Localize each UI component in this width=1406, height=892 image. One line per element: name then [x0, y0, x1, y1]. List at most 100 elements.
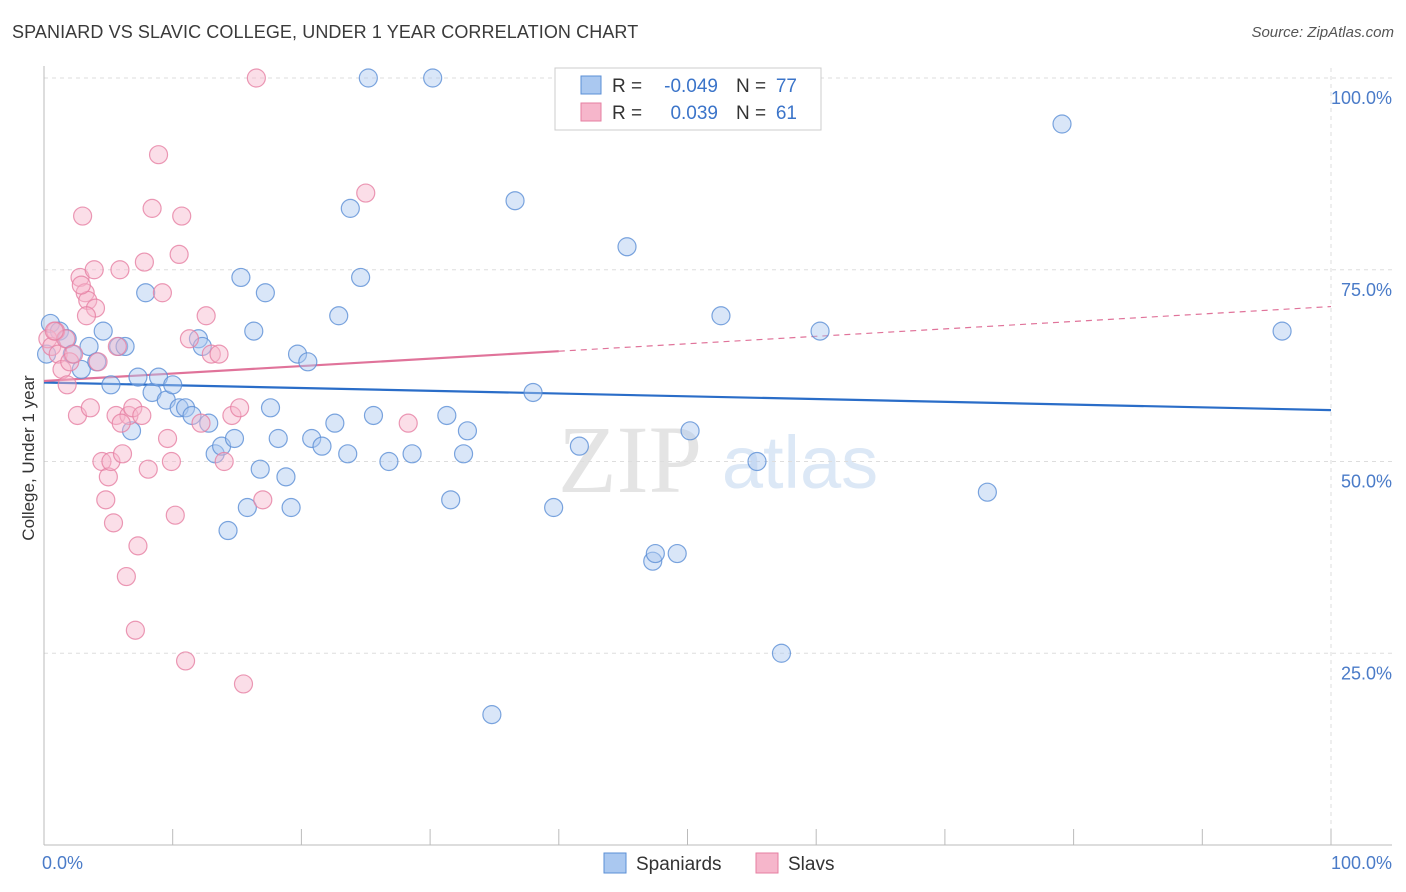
slavs-point-30 [134, 252, 154, 272]
legend-r-value-1: -0.049 [664, 76, 718, 97]
slavs-point-60 [107, 336, 127, 357]
spaniards-point-36 [276, 467, 296, 487]
spaniards-point-56 [482, 705, 502, 725]
spaniards-point-13 [128, 367, 148, 387]
slavs-trend-line-dashed [558, 305, 1332, 352]
spaniards-point-37 [281, 497, 301, 518]
spaniards-point-29 [231, 267, 251, 288]
slavs-point-18 [98, 467, 118, 487]
slavs-point-20 [103, 513, 124, 533]
trend-lines [43, 305, 1332, 412]
slavs-point-15 [88, 352, 108, 372]
slavs-point-36 [161, 451, 182, 472]
spaniards-point-42 [325, 413, 345, 433]
slavs-point-35 [157, 428, 178, 449]
spaniards-point-28 [224, 428, 245, 449]
spaniards-point-34 [260, 398, 281, 418]
legend-n-label-2: N = [736, 103, 766, 124]
spaniards-point-8 [93, 321, 113, 341]
slavs-point-19 [101, 451, 121, 472]
y-tick-label-50: 50.0% [1341, 472, 1392, 492]
spaniards-point-60 [569, 436, 589, 456]
slavs-point-39 [172, 206, 192, 226]
slavs-point-17 [96, 490, 116, 510]
spaniards-point-48 [363, 405, 384, 426]
spaniards-point-71 [1052, 114, 1072, 134]
spaniards-point-47 [358, 68, 378, 88]
slavs-point-24 [116, 566, 136, 587]
slavs-point-58 [111, 413, 131, 433]
slavs-point-3 [48, 344, 68, 364]
slavs-point-28 [128, 536, 148, 556]
slavs-point-43 [196, 306, 216, 326]
spaniards-point-45 [340, 198, 360, 218]
spaniards-point-50 [402, 444, 422, 464]
spaniards-point-54 [453, 444, 474, 464]
spaniards-point-11 [115, 336, 135, 357]
slavs-point-46 [214, 451, 234, 472]
slavs-point-14 [84, 260, 104, 280]
slavs-point-57 [44, 321, 64, 341]
spaniards-point-31 [244, 321, 264, 341]
chart-title: SPANIARD VS SLAVIC COLLEGE, UNDER 1 YEAR… [12, 22, 639, 42]
slavs-point-45 [209, 344, 229, 364]
slavs-point-34 [152, 283, 173, 303]
spaniards-point-44 [338, 444, 358, 464]
y-tick-label-100: 100.0% [1331, 88, 1392, 108]
bottom-legend-slavs: Slavs [788, 854, 834, 875]
spaniards-point-59 [544, 497, 564, 518]
slavs-point-56 [57, 375, 77, 395]
slavs-point-52 [356, 183, 376, 203]
slavs-trend-line-solid [43, 350, 559, 383]
spaniards-point-35 [268, 428, 288, 449]
spaniards-point-55 [457, 421, 478, 441]
spaniards-point-46 [351, 267, 371, 288]
spaniards-point-12 [121, 421, 142, 441]
slavs-point-49 [233, 674, 254, 694]
legend-r-value-2: 0.039 [670, 103, 718, 124]
slavs-point-29 [132, 405, 152, 426]
spaniards-point-38 [287, 344, 308, 364]
spaniards-trend-line [43, 381, 1332, 412]
slavs-point-5 [56, 329, 76, 349]
slavs-point-27 [125, 620, 145, 640]
bottom-swatch-slavs [755, 852, 779, 874]
legend-n-label-1: N = [736, 76, 766, 97]
slavs-point-37 [165, 505, 185, 525]
spaniards-point-64 [667, 543, 687, 564]
spaniards-point-9 [101, 375, 121, 395]
spaniards-point-5 [71, 359, 91, 380]
legend-swatch-slavs [580, 102, 602, 122]
spaniards-point-63 [645, 543, 665, 564]
bottom-swatch-spaniards [603, 852, 627, 874]
chart-source: Source: ZipAtlas.com [1251, 24, 1394, 41]
slavs-point-41 [179, 329, 200, 349]
legend-r-label-1: R = [612, 76, 642, 97]
watermark-atlas: atlas [722, 421, 878, 504]
spaniards-point-32 [250, 459, 270, 479]
spaniards-point-61 [617, 237, 637, 257]
spaniards-point-18 [163, 375, 183, 395]
spaniards-point-40 [302, 428, 322, 449]
spaniards-point-67 [747, 451, 767, 472]
spaniards-point-24 [199, 413, 219, 433]
spaniards-point-51 [423, 68, 443, 88]
y-tick-label-75: 75.0% [1341, 280, 1392, 300]
spaniards-point-30 [237, 497, 257, 518]
slavs-point-4 [52, 359, 72, 380]
slavs-point-51 [253, 490, 273, 510]
slavs-point-22 [110, 260, 130, 280]
legend-n-value-1: 77 [776, 76, 797, 97]
slavs-point-48 [230, 398, 250, 418]
spaniards-point-66 [711, 306, 731, 326]
spaniards-point-41 [312, 436, 332, 456]
slavs-point-59 [76, 306, 97, 326]
slavs-point-40 [175, 651, 196, 671]
spaniards-point-65 [680, 421, 700, 441]
watermark-zip: ZIP [558, 406, 702, 513]
grid-lines [44, 68, 1392, 845]
spaniards-point-58 [523, 382, 543, 403]
slavs-point-7 [64, 344, 84, 364]
legend-swatch-spaniards [580, 75, 602, 95]
